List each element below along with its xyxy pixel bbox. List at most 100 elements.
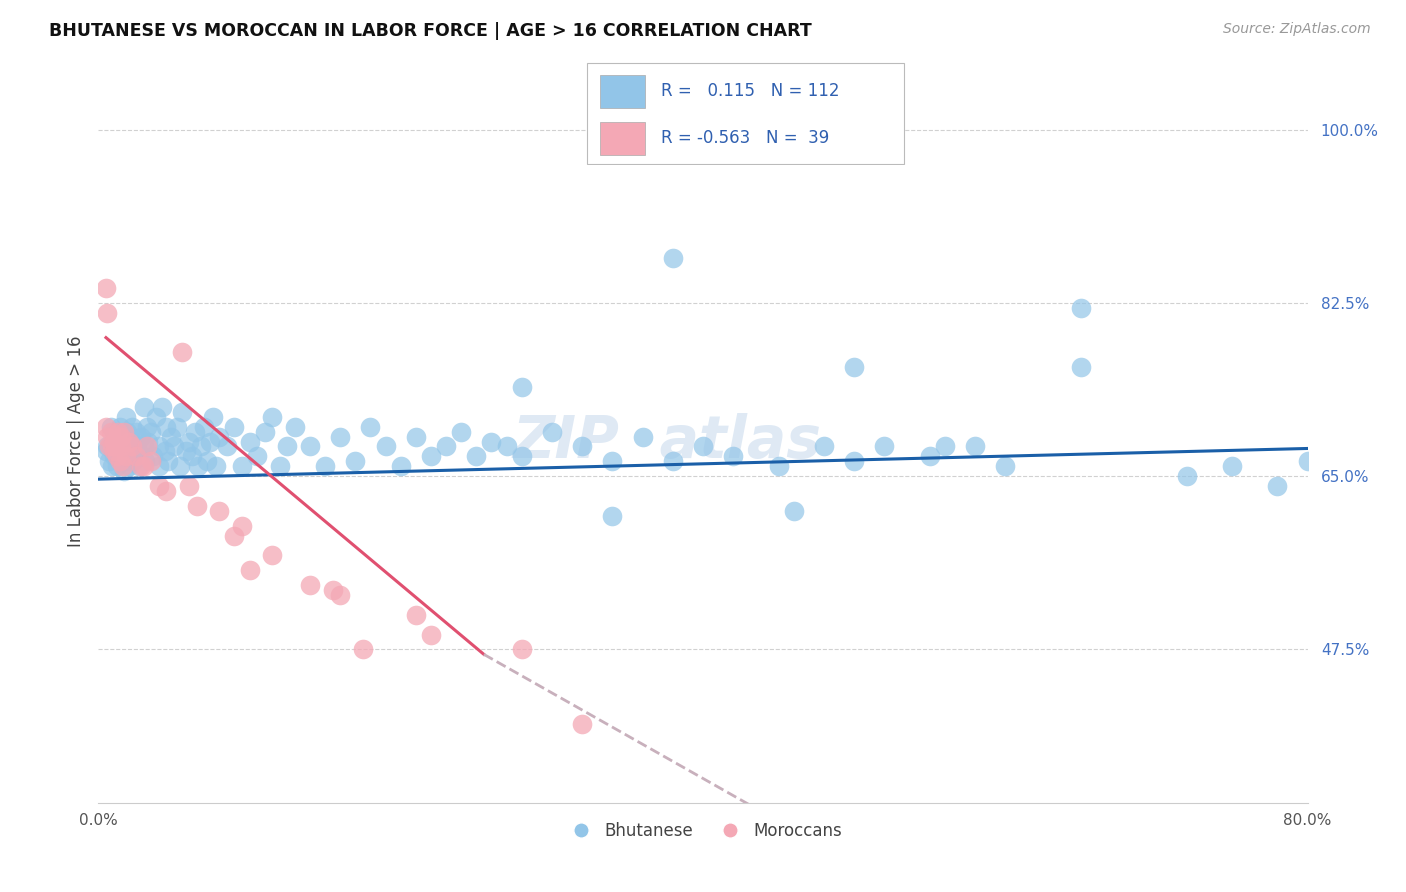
Point xyxy=(121,440,143,454)
Point xyxy=(269,459,291,474)
Point xyxy=(112,464,135,478)
Point xyxy=(1296,454,1319,468)
Point xyxy=(344,454,367,468)
Point xyxy=(120,429,142,443)
Point xyxy=(329,588,352,602)
Point xyxy=(179,479,201,493)
Point xyxy=(540,425,562,439)
Point xyxy=(813,440,835,454)
Point xyxy=(389,459,412,474)
Point xyxy=(661,252,683,266)
Point xyxy=(136,434,159,449)
Point xyxy=(186,499,208,513)
Point xyxy=(150,400,173,414)
Point xyxy=(101,459,124,474)
Point xyxy=(661,454,683,468)
Point xyxy=(170,345,193,359)
Point xyxy=(193,419,215,434)
Point xyxy=(934,440,956,454)
Point xyxy=(132,400,155,414)
Point xyxy=(994,459,1017,474)
Point xyxy=(1070,360,1092,375)
Point xyxy=(132,440,155,454)
Point xyxy=(184,425,207,439)
Point xyxy=(111,440,134,454)
Point xyxy=(96,429,118,443)
Point xyxy=(94,444,117,458)
Point xyxy=(114,450,136,464)
Point xyxy=(127,444,149,458)
Point xyxy=(239,434,262,449)
Point xyxy=(299,440,322,454)
Point xyxy=(107,444,129,458)
Point xyxy=(103,444,125,458)
Point xyxy=(124,434,146,449)
Point xyxy=(276,440,298,454)
Point xyxy=(170,405,193,419)
Point xyxy=(169,459,191,474)
Point xyxy=(284,419,307,434)
Point xyxy=(224,419,246,434)
Point xyxy=(94,281,117,295)
Point xyxy=(110,454,132,468)
Point xyxy=(783,504,806,518)
Point xyxy=(135,419,157,434)
Point xyxy=(174,444,197,458)
Point xyxy=(155,483,177,498)
Point xyxy=(108,454,131,468)
Point xyxy=(110,440,132,454)
Point xyxy=(352,642,374,657)
Point xyxy=(145,409,167,424)
Point xyxy=(104,440,127,454)
Point xyxy=(128,459,150,474)
Point xyxy=(631,429,654,443)
Point xyxy=(195,454,218,468)
Point xyxy=(153,444,176,458)
Point xyxy=(141,425,163,439)
Point xyxy=(115,425,138,439)
Point xyxy=(187,459,209,474)
Point xyxy=(101,440,124,454)
Point xyxy=(125,450,148,464)
Legend: Bhutanese, Moroccans: Bhutanese, Moroccans xyxy=(558,815,848,847)
Point xyxy=(111,459,134,474)
Point xyxy=(224,528,246,542)
Point xyxy=(253,425,276,439)
Point xyxy=(481,434,503,449)
Point xyxy=(160,429,183,443)
Point xyxy=(114,454,136,468)
Point xyxy=(96,306,118,320)
Point xyxy=(299,578,322,592)
Point xyxy=(231,518,253,533)
Point xyxy=(94,419,117,434)
Point xyxy=(571,716,593,731)
Point xyxy=(1175,469,1198,483)
Point xyxy=(200,434,222,449)
Point xyxy=(112,425,135,439)
Point xyxy=(166,419,188,434)
Point xyxy=(918,450,941,464)
Point xyxy=(104,434,127,449)
Point xyxy=(125,425,148,439)
Point xyxy=(450,425,472,439)
Point xyxy=(1267,479,1289,493)
Point xyxy=(329,429,352,443)
Point xyxy=(434,440,457,454)
Point xyxy=(121,440,143,454)
Point xyxy=(231,459,253,474)
FancyBboxPatch shape xyxy=(586,63,904,164)
Text: R =   0.115   N = 112: R = 0.115 N = 112 xyxy=(661,82,839,100)
Point xyxy=(148,459,170,474)
Point xyxy=(98,454,121,468)
Point xyxy=(181,450,204,464)
Point xyxy=(202,409,225,424)
Point xyxy=(118,434,141,449)
Text: BHUTANESE VS MOROCCAN IN LABOR FORCE | AGE > 16 CORRELATION CHART: BHUTANESE VS MOROCCAN IN LABOR FORCE | A… xyxy=(49,22,811,40)
Point xyxy=(246,450,269,464)
Point xyxy=(510,642,533,657)
Point xyxy=(322,582,344,597)
Point xyxy=(314,459,336,474)
Point xyxy=(103,450,125,464)
Point xyxy=(155,419,177,434)
Point xyxy=(103,425,125,439)
